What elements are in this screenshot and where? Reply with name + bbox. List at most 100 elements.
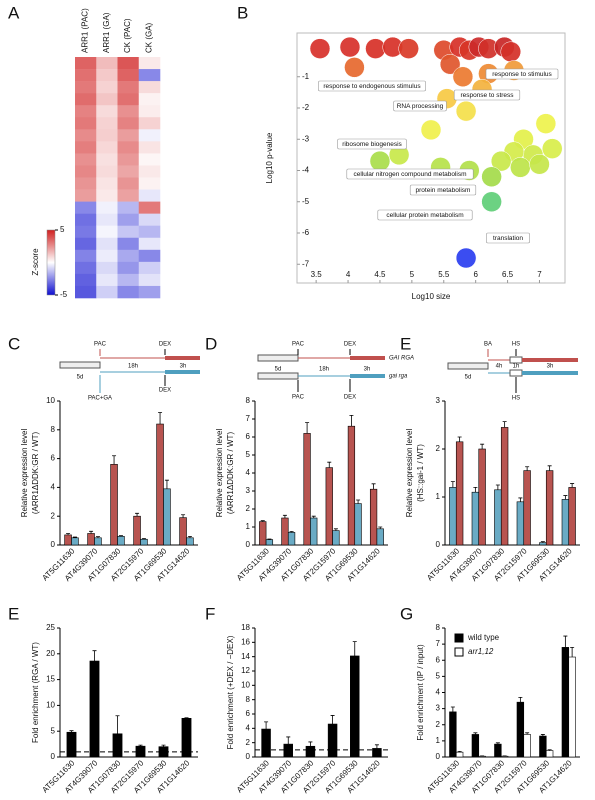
- bar: [347, 425, 356, 546]
- bar: [310, 517, 318, 546]
- y-tick-label: 16: [241, 637, 250, 646]
- annotation-box: [453, 89, 521, 101]
- error-bar: [138, 744, 143, 747]
- y-tick-label: 12: [241, 666, 250, 675]
- heatmap-cell: [75, 57, 97, 70]
- y-tick-label: 7: [246, 414, 251, 423]
- bar: [545, 750, 554, 758]
- error-bar: [518, 497, 523, 502]
- plot-frame: [296, 32, 566, 284]
- bar: [181, 717, 192, 758]
- heatmap-cell: [117, 201, 140, 214]
- y-tick-label: -1: [302, 72, 310, 81]
- x-tick-label: 3.5: [311, 270, 323, 279]
- y-tick-label: 7: [436, 639, 441, 648]
- error-bar: [450, 706, 455, 712]
- y-tick-label: 0: [246, 540, 251, 549]
- x-tick-label: 7: [537, 270, 542, 279]
- error-bar: [327, 461, 332, 468]
- bar: [186, 537, 194, 546]
- y-tick-label: 25: [46, 623, 55, 632]
- bar: [179, 517, 187, 546]
- heatmap-cell: [75, 93, 97, 106]
- heatmap-cell: [75, 285, 97, 299]
- panel-letter: C: [8, 334, 20, 353]
- bar: [325, 467, 333, 546]
- y-tick-label: 5: [436, 671, 441, 680]
- annotation: RNA processing: [397, 103, 444, 110]
- y-tick-label: 10: [46, 396, 55, 405]
- y-tick-label: 1: [436, 736, 441, 745]
- schematic-label: 5d: [275, 367, 282, 373]
- heatmap-cell: [117, 189, 140, 202]
- y-axis-label: Relative expression level: [20, 429, 29, 518]
- schematic-label: 3h: [364, 367, 371, 373]
- bar: [449, 487, 457, 546]
- heatmap-cell: [96, 141, 118, 154]
- heatmap-cell: [75, 69, 97, 82]
- schematic-label: DEX: [344, 342, 356, 348]
- bubble: [344, 57, 365, 78]
- schematic-shape: [522, 371, 578, 375]
- bar: [350, 655, 360, 758]
- annotation-box: [393, 100, 447, 112]
- error-bar: [495, 484, 500, 490]
- error-bar: [112, 455, 117, 465]
- bubble: [439, 54, 461, 75]
- error-bar: [570, 483, 575, 488]
- annotation: cellular protein metabolism: [386, 212, 463, 219]
- schematic-shape: [59, 361, 101, 369]
- heatmap-cell: [96, 165, 118, 178]
- y-axis-label: Log10 p-value: [265, 132, 274, 183]
- schematic-shape: [522, 358, 578, 362]
- x-tick-label: 4.5: [374, 270, 386, 279]
- bar: [523, 734, 531, 758]
- bar: [66, 731, 77, 758]
- annotation: protein metabolism: [416, 187, 471, 194]
- y-tick-label: 0: [436, 540, 441, 549]
- schematic-label: 1h: [513, 364, 520, 370]
- annotation-box: [485, 68, 559, 80]
- y-tick-label: 8: [246, 396, 251, 405]
- bar: [568, 487, 576, 546]
- error-bar: [282, 514, 287, 518]
- annotation-box: [337, 138, 407, 150]
- bar: [545, 470, 554, 546]
- heatmap-cell: [117, 93, 140, 106]
- y-tick-label: 6: [51, 454, 56, 463]
- bar: [539, 542, 547, 546]
- annotation-box: [346, 168, 474, 180]
- heatmap-cell: [117, 105, 140, 118]
- heatmap-cell: [96, 129, 118, 142]
- error-bar: [525, 466, 530, 471]
- schematic-shape: [509, 356, 523, 364]
- heatmap-cell: [138, 237, 161, 251]
- error-bar: [495, 742, 500, 745]
- schematic-shape: [350, 356, 385, 360]
- error-bar: [118, 535, 123, 537]
- annotation: translation: [493, 235, 523, 242]
- bar: [500, 755, 509, 758]
- bubble: [455, 100, 477, 122]
- y-tick-label: 8: [246, 695, 251, 704]
- schematic-shape: [447, 362, 489, 370]
- heatmap-cell: [75, 177, 97, 190]
- error-bar: [473, 487, 478, 493]
- error-bar: [181, 514, 186, 518]
- error-bar: [89, 530, 94, 534]
- error-bar: [333, 528, 338, 531]
- heatmap-cell: [75, 237, 97, 251]
- schematic-label: 3h: [547, 364, 554, 370]
- error-bar: [502, 421, 507, 428]
- bar: [265, 539, 274, 546]
- annotation: response to stimulus: [492, 71, 552, 78]
- y-tick-label: 2: [436, 720, 441, 729]
- y-tick-label: 2: [436, 444, 441, 453]
- bar: [354, 503, 362, 546]
- panel-letter: F: [205, 604, 215, 623]
- heatmap-cell: [138, 93, 161, 106]
- bubble: [529, 154, 550, 175]
- colorbar-tick-label: 5: [60, 225, 65, 234]
- heatmap-cell: [117, 237, 140, 251]
- heatmap-cell: [138, 81, 161, 94]
